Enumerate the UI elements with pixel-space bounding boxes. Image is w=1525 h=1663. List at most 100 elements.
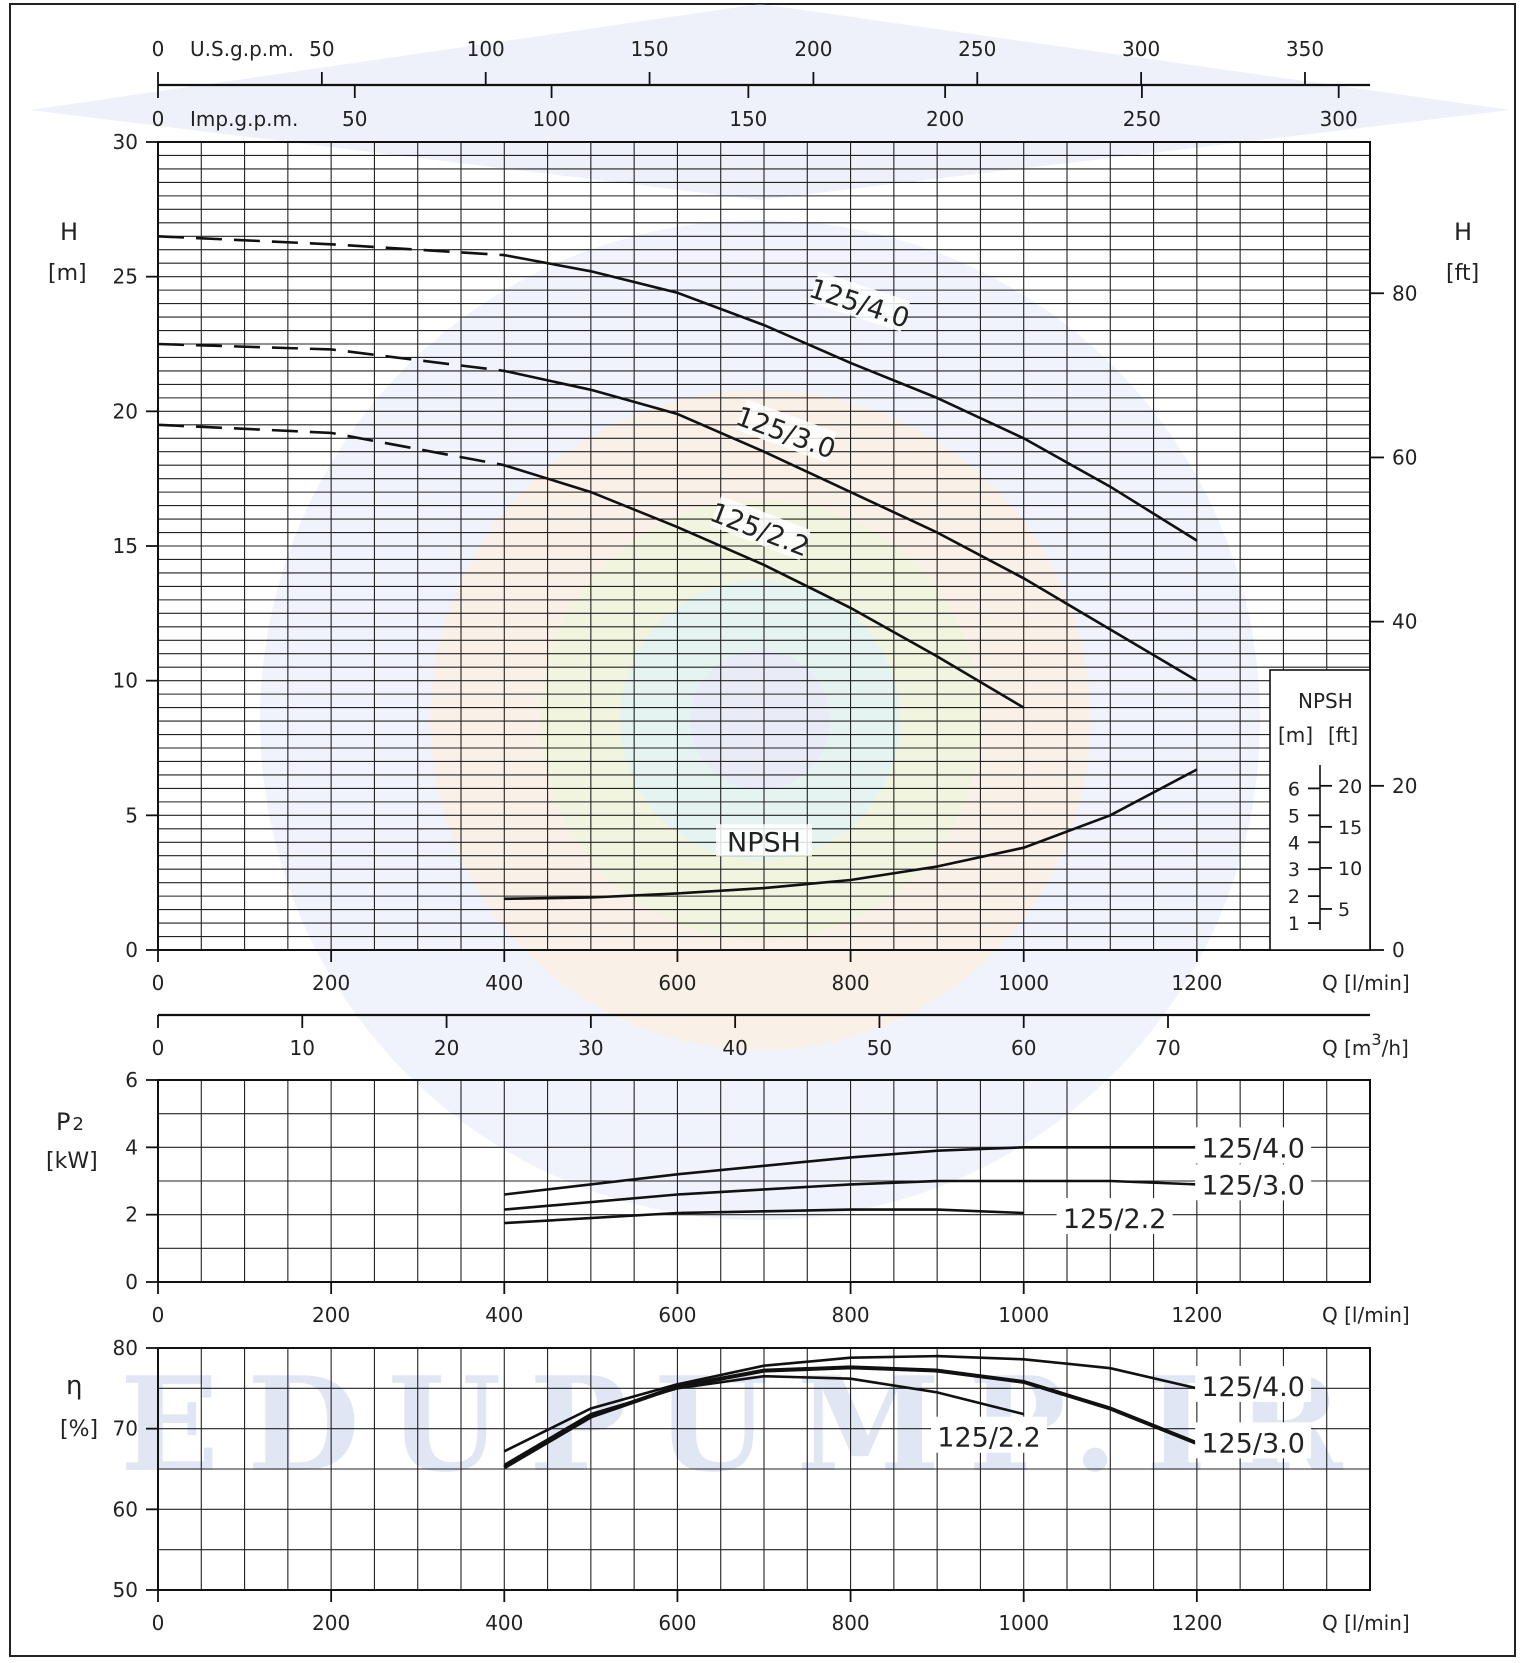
y-tick-label: 2 xyxy=(125,1203,138,1227)
y-tick-label: 80 xyxy=(113,1336,138,1360)
m3h-tick-label: 0 xyxy=(152,1036,165,1060)
efficiency-curve xyxy=(503,1374,1025,1467)
power-x-label: Q [l/min] xyxy=(1322,1303,1410,1327)
head-curve-dashed xyxy=(157,235,505,257)
npsh-m-tick-label: 1 xyxy=(1288,913,1300,935)
x-tick-label: 200 xyxy=(312,1611,350,1635)
npsh-ft-ticks: 5 10 15 20 xyxy=(1320,776,1362,921)
power-curve xyxy=(504,1179,1197,1211)
npsh-box-frame xyxy=(1269,669,1371,951)
power-chart-frame xyxy=(157,1079,1371,1283)
impgpm-tick-label: 150 xyxy=(729,107,767,131)
m3h-axis: 0 10 20 30 40 50 60 70 Q [m3/h] xyxy=(152,1013,1409,1060)
npsh-ft-tick-label: 10 xyxy=(1338,858,1362,880)
usgpm-tick-label: 100 xyxy=(467,37,505,61)
npsh-scale-box: NPSH [m] [ft] 1 2 3 4 5 6 5 10 15 20 xyxy=(1269,669,1371,951)
power-curve xyxy=(504,1208,1024,1225)
usgpm-tick-label: 200 xyxy=(794,37,832,61)
ft-tick-label: 0 xyxy=(1392,938,1405,962)
impgpm-unit-label: Imp.g.p.m. xyxy=(190,107,298,131)
head-curve-dashed xyxy=(157,423,505,467)
x-tick-label: 1200 xyxy=(1171,1611,1222,1635)
npsh-box-title: NPSH xyxy=(1298,689,1353,713)
outer-border xyxy=(9,3,1516,1657)
m3h-tick-label: 30 xyxy=(578,1036,603,1060)
head-x-label: Q [l/min] xyxy=(1322,971,1410,995)
head-curve xyxy=(503,463,1025,709)
curve-label-bg xyxy=(1195,1127,1312,1164)
y-tick-label: 5 xyxy=(125,803,138,827)
power-chart-grid xyxy=(158,1080,1370,1282)
x-tick-label: 1200 xyxy=(1171,971,1222,995)
m3h-ticks: 0 10 20 30 40 50 60 70 xyxy=(152,1015,1181,1060)
head-y-right-unit: [ft] xyxy=(1446,261,1479,286)
impgpm-tick-label: 200 xyxy=(926,107,964,131)
efficiency-chart-frame xyxy=(157,1347,1371,1591)
ft-tick-label: 60 xyxy=(1392,445,1417,469)
curve-label-bg xyxy=(735,399,837,463)
x-tick-label: 400 xyxy=(485,971,523,995)
usgpm-tick-label: 300 xyxy=(1122,37,1160,61)
y-tick-label: 6 xyxy=(125,1068,138,1092)
efficiency-curves: 125/4.0 125/3.0 125/2.2 xyxy=(503,1354,1312,1470)
x-tick-label: 1000 xyxy=(998,1611,1049,1635)
usgpm-tick-label: 0 xyxy=(152,37,165,61)
head-curve xyxy=(504,768,1198,901)
y-tick-label: 70 xyxy=(113,1417,138,1441)
efficiency-curve-label: 125/3.0 xyxy=(1201,1428,1305,1459)
impgpm-tick-label: 0 xyxy=(152,107,165,131)
x-tick-label: 0 xyxy=(152,1303,165,1327)
curve-label-bg xyxy=(1195,1365,1312,1402)
curve-label-bg xyxy=(1195,1164,1312,1201)
impgpm-tick-label: 50 xyxy=(342,107,367,131)
efficiency-curve xyxy=(503,1354,1198,1453)
x-tick-label: 200 xyxy=(312,971,350,995)
npsh-m-tick-label: 5 xyxy=(1288,805,1300,827)
ft-tick-label: 40 xyxy=(1392,610,1417,634)
m3h-tick-label: 70 xyxy=(1155,1036,1180,1060)
power-curve-label: 125/2.2 xyxy=(1063,1204,1167,1235)
y-tick-label: 4 xyxy=(125,1135,138,1159)
head-curve xyxy=(504,253,1198,542)
x-tick-label: 1000 xyxy=(998,971,1049,995)
ft-tick-label: 20 xyxy=(1392,774,1417,798)
x-tick-label: 800 xyxy=(831,971,869,995)
m3h-tick-label: 50 xyxy=(867,1036,892,1060)
head-curve-label: NPSH xyxy=(727,827,801,858)
power-curves: 125/4.0 125/3.0 125/2.2 xyxy=(504,1127,1312,1235)
y-tick-label: 15 xyxy=(113,534,138,558)
npsh-m-ticks: 1 2 3 4 5 6 xyxy=(1288,778,1320,935)
head-curve-dashed xyxy=(157,342,505,373)
head-y-ticks: 0 5 10 15 20 25 30 xyxy=(113,130,158,962)
x-tick-label: 0 xyxy=(152,971,165,995)
usgpm-ticks: 0 50 100 150 200 250 300 350 xyxy=(152,37,1324,85)
npsh-box-unit-ft: [ft] xyxy=(1328,723,1358,747)
m3h-tick-label: 10 xyxy=(290,1036,315,1060)
power-curve xyxy=(504,1146,1197,1196)
curve-label-bg xyxy=(931,1416,1048,1453)
head-ft-ticks: 0 20 40 60 80 xyxy=(1370,281,1417,962)
m3h-label: Q [m3/h] xyxy=(1322,1030,1409,1060)
npsh-ft-tick-label: 5 xyxy=(1338,899,1350,921)
usgpm-tick-label: 50 xyxy=(309,37,334,61)
usgpm-tick-label: 350 xyxy=(1286,37,1324,61)
y-tick-label: 20 xyxy=(113,399,138,423)
x-tick-label: 800 xyxy=(831,1611,869,1635)
efficiency-curve-label: 125/2.2 xyxy=(937,1423,1041,1454)
power-y-ticks: 0 2 4 6 xyxy=(125,1068,158,1294)
impgpm-ticks: 0 50 100 150 200 250 300 xyxy=(152,85,1358,131)
x-tick-label: 600 xyxy=(658,1303,696,1327)
eff-y-symbol: η xyxy=(66,1371,82,1401)
x-tick-label: 800 xyxy=(831,1303,869,1327)
m3h-label-main: Q [m xyxy=(1322,1036,1371,1060)
head-curve xyxy=(504,369,1198,682)
head-x-ticks: 0 200 400 600 800 1000 1200 xyxy=(152,950,1222,995)
y-tick-label: 0 xyxy=(125,938,138,962)
ft-tick-label: 80 xyxy=(1392,281,1417,305)
x-tick-label: 1000 xyxy=(998,1303,1049,1327)
